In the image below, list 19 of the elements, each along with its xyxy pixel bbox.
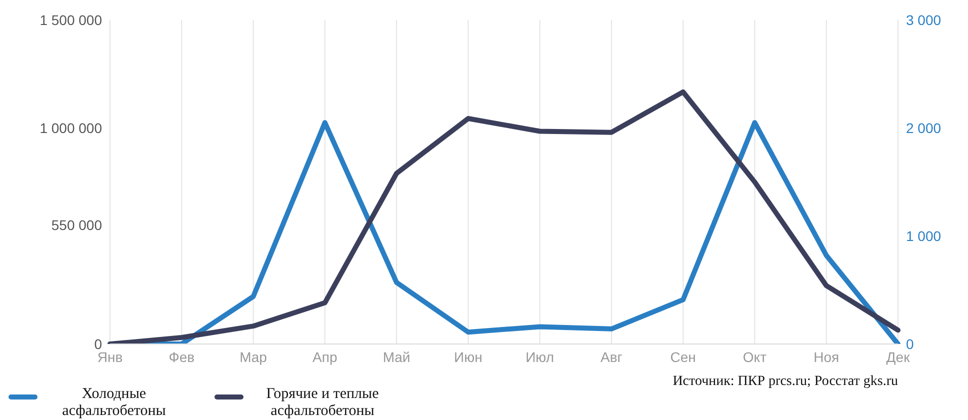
x-tick-label: Апр bbox=[312, 348, 338, 365]
x-tick-label: Июн bbox=[454, 348, 482, 365]
x-tick-label: Окт bbox=[742, 348, 768, 365]
y-tick-label: 550 000 bbox=[51, 217, 102, 234]
y2-tick-label: 2 000 bbox=[906, 120, 942, 136]
y2-tick-label: 3 000 bbox=[906, 12, 942, 28]
legend-label: Горячие и теплые асфальтобетоны bbox=[265, 386, 380, 420]
y-tick-label: 1 000 000 bbox=[40, 120, 102, 136]
x-tick-label: Ноя bbox=[814, 348, 840, 365]
x-tick-label: Фев bbox=[168, 348, 195, 365]
x-tick-label: Май bbox=[382, 348, 410, 365]
x-tick-label: Июл bbox=[526, 348, 554, 365]
x-tick-label: Авг bbox=[600, 348, 622, 365]
text: Источник: ПКР prcs.ru; Росстат gks.ru bbox=[672, 374, 898, 390]
x-tick-label: Сен bbox=[670, 348, 696, 365]
text: Холодные асфальтобетоны bbox=[61, 386, 167, 420]
y-tick-label: 1 500 000 bbox=[40, 12, 102, 28]
x-tick-label: Мар bbox=[240, 348, 268, 365]
y2-tick-label: 1 000 bbox=[906, 228, 942, 244]
